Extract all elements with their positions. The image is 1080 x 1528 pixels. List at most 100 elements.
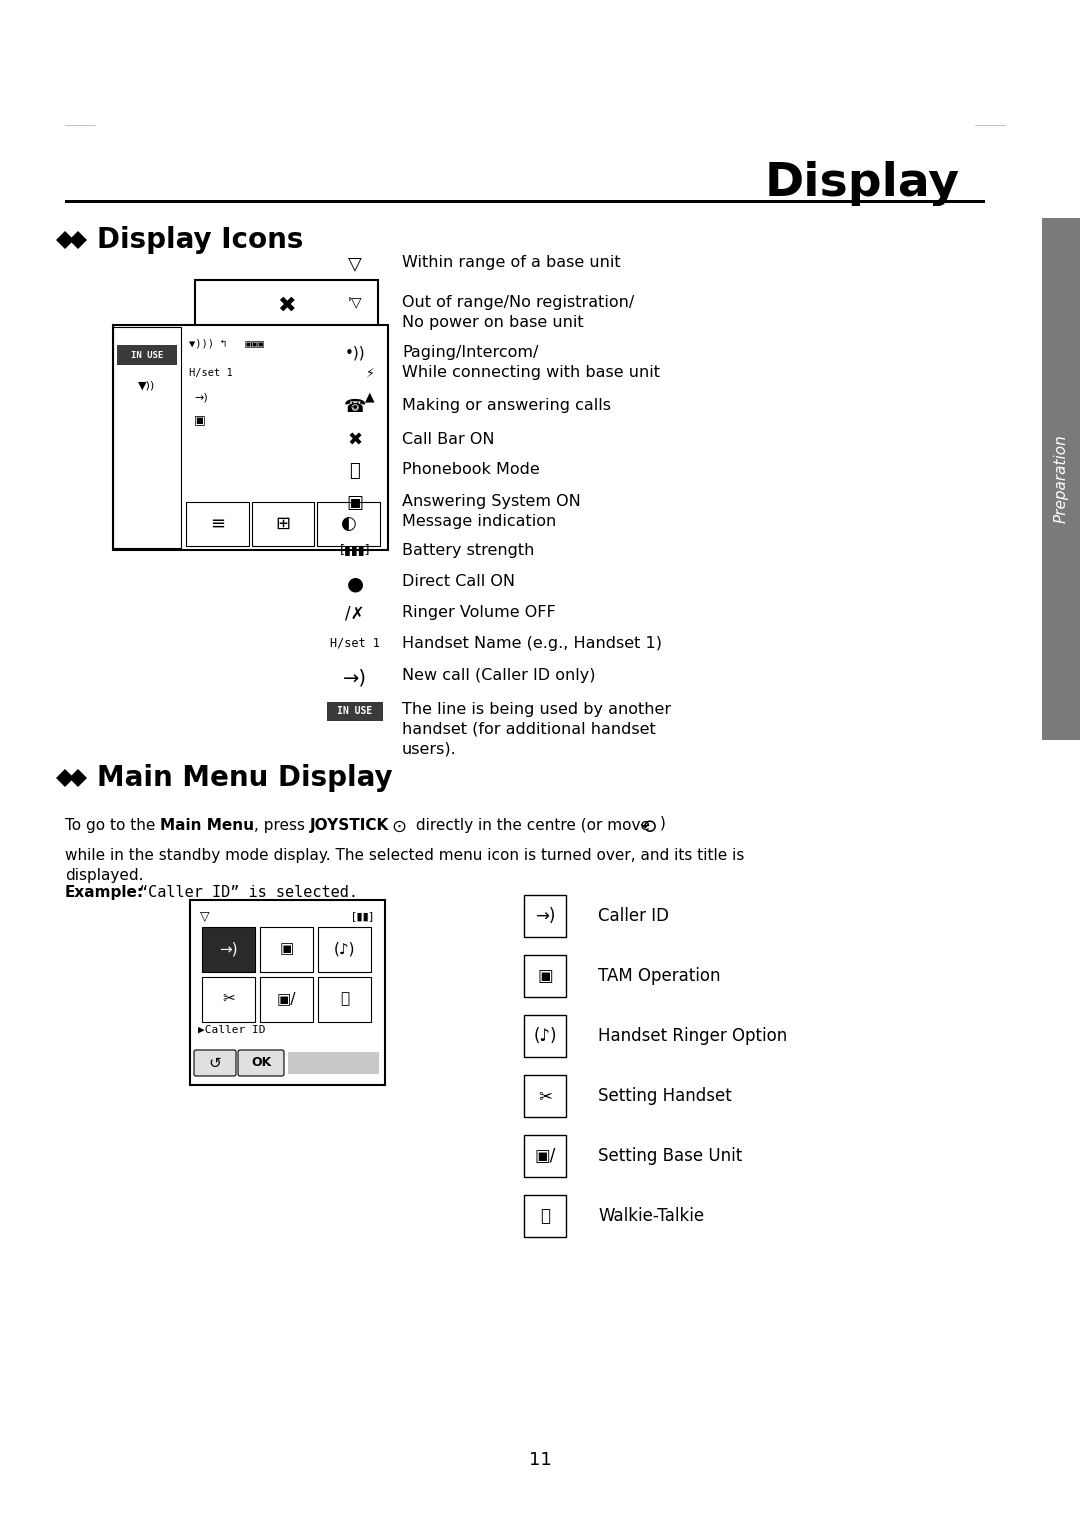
Bar xyxy=(524,1195,566,1238)
Bar xyxy=(327,701,383,721)
Text: Caller ID: Caller ID xyxy=(598,908,669,924)
Text: ✖: ✖ xyxy=(348,432,363,451)
Text: Out of range/No registration/
No power on base unit: Out of range/No registration/ No power o… xyxy=(402,295,634,330)
Text: OK: OK xyxy=(251,1056,271,1070)
FancyBboxPatch shape xyxy=(195,280,378,332)
Text: H/set 1: H/set 1 xyxy=(189,368,233,377)
FancyBboxPatch shape xyxy=(113,325,388,550)
Text: ▣: ▣ xyxy=(194,414,206,426)
Text: Preparation: Preparation xyxy=(1053,434,1068,524)
Text: ▣: ▣ xyxy=(537,967,553,986)
Text: 📱: 📱 xyxy=(340,992,349,1005)
Text: ): ) xyxy=(660,816,665,831)
Text: Direct Call ON: Direct Call ON xyxy=(402,575,515,588)
Text: Within range of a base unit: Within range of a base unit xyxy=(402,255,621,270)
Bar xyxy=(524,1015,566,1057)
Bar xyxy=(186,503,248,545)
Text: IN USE: IN USE xyxy=(131,350,163,359)
Text: Handset Ringer Option: Handset Ringer Option xyxy=(598,1027,787,1045)
Text: ☎: ☎ xyxy=(343,397,366,416)
Text: ●: ● xyxy=(347,575,364,593)
Text: The line is being used by another
handset (for additional handset
users).: The line is being used by another handse… xyxy=(402,701,671,756)
Text: Battery strength: Battery strength xyxy=(402,542,535,558)
Text: Making or answering calls: Making or answering calls xyxy=(402,397,611,413)
Text: Example:: Example: xyxy=(65,885,144,900)
Text: Handset Name (e.g., Handset 1): Handset Name (e.g., Handset 1) xyxy=(402,636,662,651)
Text: ⟲: ⟲ xyxy=(639,817,656,837)
Text: 11: 11 xyxy=(528,1452,552,1468)
Text: ▣/: ▣/ xyxy=(535,1148,556,1164)
Text: “Caller ID” is selected.: “Caller ID” is selected. xyxy=(139,885,357,900)
Bar xyxy=(318,503,380,545)
Text: ▼))) ↰   ▣▣▣: ▼))) ↰ ▣▣▣ xyxy=(189,338,264,348)
Text: ⚡: ⚡ xyxy=(366,367,375,379)
Text: while in the standby mode display. The selected menu icon is turned over, and it: while in the standby mode display. The s… xyxy=(65,848,744,863)
FancyBboxPatch shape xyxy=(190,900,384,1085)
Bar xyxy=(113,327,181,549)
Text: →): →) xyxy=(194,393,207,402)
Bar xyxy=(202,976,255,1022)
Text: (♪): (♪) xyxy=(334,941,355,957)
Text: Main Menu: Main Menu xyxy=(160,817,254,833)
Text: ▽: ▽ xyxy=(200,909,210,923)
Polygon shape xyxy=(69,231,87,249)
Bar xyxy=(288,1051,379,1074)
Text: →): →) xyxy=(343,668,367,688)
Text: •)): •)) xyxy=(345,345,365,361)
Text: ✂: ✂ xyxy=(538,1086,552,1105)
Text: [▮▮]: [▮▮] xyxy=(352,911,373,921)
Text: Setting Handset: Setting Handset xyxy=(598,1086,732,1105)
Text: Display: Display xyxy=(765,160,960,205)
Polygon shape xyxy=(69,769,87,787)
Text: JOYSTICK: JOYSTICK xyxy=(310,817,390,833)
Bar xyxy=(202,927,255,972)
Text: H/set 1: H/set 1 xyxy=(330,636,380,649)
Text: ✂: ✂ xyxy=(222,992,234,1005)
Bar xyxy=(524,955,566,996)
Bar xyxy=(260,976,313,1022)
Text: ⊞: ⊞ xyxy=(275,515,291,533)
Text: Ringer Volume OFF: Ringer Volume OFF xyxy=(402,605,556,620)
Text: →): →) xyxy=(219,941,238,957)
Text: Walkie-Talkie: Walkie-Talkie xyxy=(598,1207,704,1225)
Text: '▽: '▽ xyxy=(348,295,362,309)
Text: IN USE: IN USE xyxy=(337,706,373,717)
Text: Answering System ON
Message indication: Answering System ON Message indication xyxy=(402,494,581,529)
Text: Setting Base Unit: Setting Base Unit xyxy=(598,1148,742,1164)
Text: ✖: ✖ xyxy=(278,296,296,316)
Text: →): →) xyxy=(535,908,555,924)
Text: ▼)): ▼)) xyxy=(138,380,156,390)
Text: ▶Caller ID: ▶Caller ID xyxy=(198,1025,266,1034)
FancyBboxPatch shape xyxy=(238,1050,284,1076)
Text: TAM Operation: TAM Operation xyxy=(598,967,720,986)
Text: Phonebook Mode: Phonebook Mode xyxy=(402,461,540,477)
Polygon shape xyxy=(56,231,75,249)
Text: , press: , press xyxy=(254,817,310,833)
Text: ⊙: ⊙ xyxy=(391,817,406,836)
Polygon shape xyxy=(56,769,75,787)
Bar xyxy=(524,1135,566,1177)
Text: Main Menu Display: Main Menu Display xyxy=(97,764,393,792)
Text: ◐: ◐ xyxy=(341,515,356,533)
Text: [▮▮▮]: [▮▮▮] xyxy=(340,542,370,556)
Bar xyxy=(524,1076,566,1117)
Text: directly in the centre (or move: directly in the centre (or move xyxy=(411,817,650,833)
Bar xyxy=(318,976,372,1022)
Bar xyxy=(260,927,313,972)
Bar xyxy=(524,895,566,937)
Bar xyxy=(252,503,314,545)
Bar xyxy=(117,345,177,365)
Text: ↺: ↺ xyxy=(208,1056,221,1071)
Text: ▣: ▣ xyxy=(347,494,364,512)
Text: displayed.: displayed. xyxy=(65,868,144,883)
Text: 📖: 📖 xyxy=(350,461,361,480)
Text: ≡: ≡ xyxy=(210,515,225,533)
FancyBboxPatch shape xyxy=(194,1050,237,1076)
Text: ▣/: ▣/ xyxy=(276,992,296,1005)
Text: (♪): (♪) xyxy=(534,1027,557,1045)
Text: Paging/Intercom/
While connecting with base unit: Paging/Intercom/ While connecting with b… xyxy=(402,345,660,380)
Text: ▽: ▽ xyxy=(348,255,362,274)
Bar xyxy=(318,927,372,972)
Bar xyxy=(65,200,985,203)
Text: Call Bar ON: Call Bar ON xyxy=(402,432,495,448)
